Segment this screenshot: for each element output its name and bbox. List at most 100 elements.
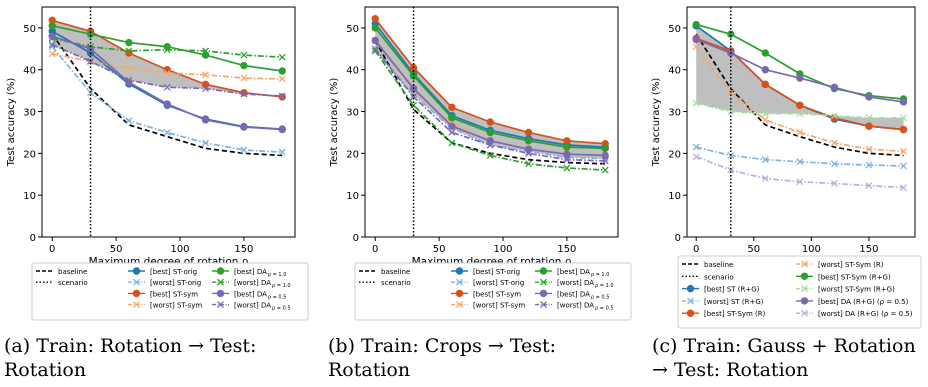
data-point [202, 71, 210, 79]
data-point [761, 49, 770, 57]
data-point [761, 174, 769, 182]
data-point [240, 89, 248, 97]
y-tick-label: 0 [30, 233, 36, 244]
data-point [278, 67, 286, 75]
data-point [727, 89, 735, 97]
legend-label: [best] ST-orig [150, 268, 197, 276]
legend-item: [worst] DA ρ = 0.5 [212, 301, 291, 312]
data-point [830, 160, 838, 168]
legend-subscript: ρ = 0.5 [595, 306, 614, 312]
legend-label: [worst] ST-sym [473, 302, 525, 310]
legend-marker [133, 278, 140, 286]
data-point [601, 157, 609, 165]
data-point [727, 166, 735, 174]
data-point [163, 46, 171, 54]
caption-c: (c) Train: Gauss + Rotation → Test: Rota… [652, 335, 916, 381]
data-point [524, 137, 533, 145]
legend-subscript: ρ = 1.0 [595, 283, 614, 289]
data-point [278, 148, 286, 156]
data-point [125, 65, 133, 72]
range-band [696, 25, 904, 130]
legend-item: [best] ST (R+G) [682, 284, 760, 294]
data-point [410, 93, 418, 101]
series-line-0 [374, 40, 606, 165]
data-point [240, 51, 248, 59]
data-point [601, 144, 609, 153]
legend-label: [best] DA [234, 268, 267, 276]
data-point [371, 47, 379, 55]
legend-box [31, 262, 309, 321]
data-point [201, 51, 210, 59]
data-point [448, 103, 456, 112]
data-point [727, 30, 735, 38]
data-point [87, 89, 95, 97]
legend-item: [worst] ST-orig [451, 278, 524, 287]
data-point [125, 117, 133, 125]
legend-item: [best] DA ρ = 0.5 [212, 289, 286, 300]
data-point [163, 66, 171, 74]
range-band [52, 20, 283, 97]
legend-subscript: ρ = 0.5 [591, 294, 610, 300]
y-tick-label: 40 [668, 66, 681, 77]
y-tick-label: 50 [668, 24, 681, 35]
data-point [163, 100, 171, 108]
data-point [830, 112, 838, 120]
y-tick-label: 0 [675, 233, 681, 244]
legend-marker [540, 301, 547, 309]
y-tick-label: 20 [668, 149, 681, 160]
legend-item: [worst] DA ρ = 1.0 [535, 278, 614, 289]
caption-b: (b) Train: Crops → Test: Rotation [328, 335, 557, 381]
legend-marker [133, 301, 140, 309]
data-point [900, 184, 907, 192]
y-tick-label: 0 [353, 233, 359, 244]
legend-item: [best] ST-orig [128, 267, 197, 276]
legend-item: [best] DA (R+G) (ρ = 0.5) [796, 297, 909, 306]
legend-item: [best] ST-Sym (R) [682, 309, 766, 318]
data-point [692, 99, 700, 107]
legend-label: [worst] DA [234, 279, 271, 287]
legend-label: [best] ST-sym [150, 290, 198, 298]
x-tick-label: 150 [557, 244, 576, 255]
data-point [525, 160, 533, 168]
legend-item: [best] ST-orig [451, 267, 520, 276]
data-point [865, 182, 873, 190]
data-point [525, 149, 533, 157]
x-tick-label: 0 [693, 244, 699, 255]
y-tick-label: 30 [346, 108, 359, 119]
legend-item: [worst] DA (R+G) (ρ = 0.5) [796, 309, 913, 318]
data-point [796, 128, 804, 136]
data-point [486, 141, 494, 149]
y-tick-label: 10 [23, 191, 36, 202]
legend-item: [worst] DA ρ = 1.0 [212, 278, 291, 289]
data-point [692, 35, 700, 44]
legend-item: [best] ST-Sym (R+G) [796, 272, 891, 281]
data-point [48, 50, 56, 58]
data-point [796, 158, 804, 166]
data-point [125, 38, 133, 47]
x-tick-label: 100 [170, 244, 189, 255]
data-point [202, 85, 210, 93]
data-point [240, 90, 248, 98]
plot-frame [686, 6, 916, 238]
legend-marker [687, 297, 694, 305]
data-point [448, 122, 456, 130]
x-tick-label: 50 [747, 244, 760, 255]
data-point [563, 143, 571, 151]
series-line-2 [51, 46, 283, 153]
legend-marker [686, 284, 695, 293]
legend-label: scenario [704, 273, 734, 281]
legend-item: [worst] ST-Sym (R+G) [796, 285, 895, 294]
data-point [240, 74, 248, 82]
data-point [240, 61, 248, 70]
data-point [524, 128, 533, 137]
data-point [48, 22, 56, 30]
legend-label: [worst] DA [557, 302, 594, 310]
legend-label: [worst] ST-orig [473, 279, 524, 287]
legend-marker [539, 289, 548, 298]
legend-marker [132, 289, 141, 298]
x-tick-label: 100 [802, 244, 821, 255]
data-point [865, 114, 873, 122]
x-tick-label: 150 [234, 244, 253, 255]
legend-subscript: ρ = 0.5 [272, 306, 291, 312]
